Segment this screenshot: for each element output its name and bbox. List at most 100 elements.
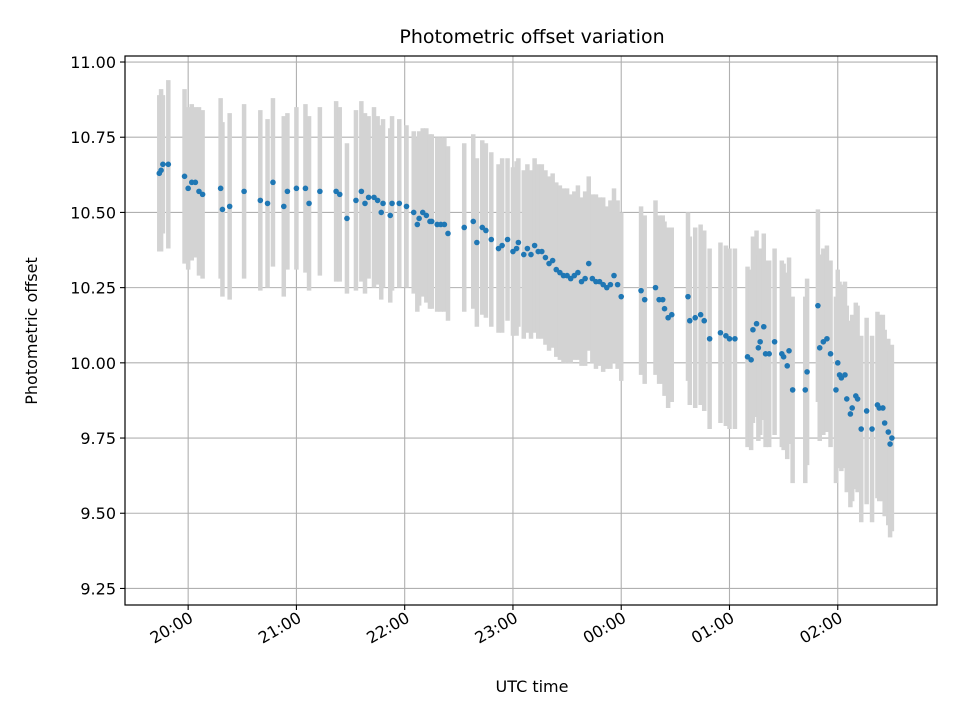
y-axis-label: Photometric offset <box>22 257 41 405</box>
data-point <box>668 311 675 318</box>
data-point <box>824 335 830 342</box>
data-point <box>858 426 865 432</box>
data-point <box>843 396 850 402</box>
data-point <box>461 224 468 231</box>
data-point <box>474 239 480 246</box>
data-point <box>750 326 756 333</box>
data-point <box>748 357 754 363</box>
data-point <box>185 185 191 192</box>
data-point <box>365 194 372 201</box>
y-tick-label: 10.50 <box>70 203 116 222</box>
data-point <box>280 203 287 210</box>
data-point <box>661 305 668 312</box>
data-point <box>789 387 796 393</box>
data-point <box>441 221 448 228</box>
data-point <box>827 351 834 357</box>
data-point <box>854 396 861 402</box>
data-point <box>869 426 875 432</box>
data-point <box>880 405 886 411</box>
data-point <box>380 200 386 207</box>
data-point <box>499 242 505 249</box>
y-tick-label: 10.25 <box>70 279 116 298</box>
data-point <box>786 348 792 354</box>
data-point <box>264 200 271 207</box>
data-point <box>410 209 417 216</box>
data-point <box>802 387 809 393</box>
data-point <box>293 185 300 192</box>
data-point <box>659 296 666 303</box>
data-point <box>771 338 778 345</box>
y-tick-label: 10.00 <box>70 354 116 373</box>
data-point <box>416 215 422 222</box>
data-point <box>160 161 166 168</box>
data-point <box>726 335 733 342</box>
y-tick-label: 10.75 <box>70 128 116 147</box>
y-axis: 9.25 9.50 9.75 10.00 10.25 10.50 10.75 11.00 <box>70 53 125 598</box>
data-point <box>374 197 381 204</box>
y-tick-label: 9.25 <box>80 579 116 598</box>
chart-title: Photometric offset variation <box>399 26 664 48</box>
data-point <box>887 441 893 447</box>
data-point <box>445 230 451 237</box>
data-point <box>270 179 276 186</box>
data-point <box>192 179 199 186</box>
data-point <box>520 251 527 258</box>
data-point <box>816 344 823 351</box>
data-point <box>784 363 791 369</box>
data-point <box>504 236 511 243</box>
data-point <box>706 335 713 342</box>
data-point <box>760 323 767 330</box>
data-point <box>755 344 762 351</box>
data-point <box>378 209 385 216</box>
data-point <box>753 320 760 327</box>
data-point <box>158 167 164 174</box>
data-point <box>881 420 888 426</box>
data-point <box>358 188 365 195</box>
data-point <box>889 435 895 441</box>
data-point <box>575 269 581 276</box>
data-point <box>306 200 312 207</box>
data-point <box>226 203 233 210</box>
data-point <box>618 293 625 300</box>
data-point <box>396 200 403 207</box>
data-point <box>336 191 343 198</box>
data-point <box>692 314 699 321</box>
data-point <box>607 281 614 288</box>
plot-frame <box>124 55 938 606</box>
data-point <box>539 248 545 255</box>
data-point <box>717 329 724 336</box>
data-point <box>317 188 323 195</box>
data-point <box>302 185 309 192</box>
data-point <box>414 221 421 228</box>
y-tick-label: 9.75 <box>80 429 116 448</box>
data-point <box>701 317 708 324</box>
data-point <box>685 293 691 300</box>
data-point <box>842 372 848 378</box>
data-point <box>403 203 410 210</box>
data-point <box>641 296 648 303</box>
data-point <box>423 212 430 219</box>
y-tick-label: 9.50 <box>80 504 116 523</box>
data-point <box>199 191 206 198</box>
x-axis-label: UTC time <box>496 677 569 696</box>
data-point <box>611 272 617 279</box>
data-point <box>528 251 534 258</box>
data-point <box>470 218 477 225</box>
data-point <box>257 197 264 204</box>
data-point <box>428 218 435 225</box>
data-point <box>757 338 763 345</box>
data-point <box>387 212 394 219</box>
data-point <box>362 200 368 207</box>
data-point <box>524 245 531 252</box>
y-tick-label: 11.00 <box>70 53 116 72</box>
data-point <box>804 369 810 375</box>
data-points <box>156 161 895 447</box>
data-point <box>652 284 659 291</box>
data-point <box>549 257 556 264</box>
data-point <box>531 242 538 249</box>
data-point <box>542 254 549 261</box>
data-point <box>241 188 247 195</box>
data-point <box>697 311 704 318</box>
data-point <box>686 317 693 324</box>
data-point <box>863 408 870 414</box>
